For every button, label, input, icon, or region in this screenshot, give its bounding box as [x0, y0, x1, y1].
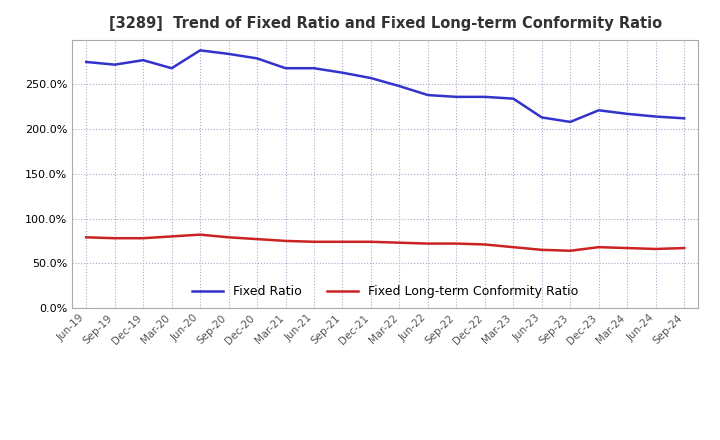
Fixed Long-term Conformity Ratio [82, 235, 91, 240]
Fixed Long-term Conformity Ratio [595, 245, 603, 250]
Fixed Long-term Conformity Ratio [423, 241, 432, 246]
Legend: Fixed Ratio, Fixed Long-term Conformity Ratio: Fixed Ratio, Fixed Long-term Conformity … [186, 279, 585, 304]
Fixed Ratio [537, 115, 546, 120]
Fixed Ratio [225, 51, 233, 57]
Fixed Ratio [623, 111, 631, 117]
Fixed Ratio [82, 59, 91, 65]
Fixed Ratio [652, 114, 660, 119]
Fixed Ratio [196, 48, 204, 53]
Fixed Long-term Conformity Ratio [225, 235, 233, 240]
Fixed Long-term Conformity Ratio [680, 246, 688, 251]
Fixed Ratio [509, 96, 518, 101]
Fixed Ratio [595, 108, 603, 113]
Fixed Ratio [110, 62, 119, 67]
Fixed Long-term Conformity Ratio [623, 246, 631, 251]
Fixed Long-term Conformity Ratio [537, 247, 546, 253]
Fixed Ratio [680, 116, 688, 121]
Fixed Long-term Conformity Ratio [338, 239, 347, 245]
Fixed Long-term Conformity Ratio [480, 242, 489, 247]
Fixed Long-term Conformity Ratio [509, 245, 518, 250]
Fixed Long-term Conformity Ratio [395, 240, 404, 246]
Fixed Long-term Conformity Ratio [282, 238, 290, 244]
Fixed Long-term Conformity Ratio [253, 236, 261, 242]
Fixed Long-term Conformity Ratio [566, 248, 575, 253]
Fixed Long-term Conformity Ratio [366, 239, 375, 245]
Fixed Long-term Conformity Ratio [139, 235, 148, 241]
Fixed Ratio [452, 94, 461, 99]
Fixed Long-term Conformity Ratio [196, 232, 204, 237]
Fixed Ratio [366, 75, 375, 81]
Fixed Ratio [310, 66, 318, 71]
Fixed Long-term Conformity Ratio [652, 246, 660, 252]
Fixed Ratio [282, 66, 290, 71]
Fixed Ratio [253, 56, 261, 61]
Title: [3289]  Trend of Fixed Ratio and Fixed Long-term Conformity Ratio: [3289] Trend of Fixed Ratio and Fixed Lo… [109, 16, 662, 32]
Fixed Ratio [566, 119, 575, 125]
Fixed Ratio [338, 70, 347, 75]
Fixed Long-term Conformity Ratio [110, 235, 119, 241]
Fixed Ratio [423, 92, 432, 98]
Fixed Ratio [139, 58, 148, 63]
Fixed Ratio [395, 84, 404, 89]
Line: Fixed Ratio: Fixed Ratio [86, 50, 684, 122]
Line: Fixed Long-term Conformity Ratio: Fixed Long-term Conformity Ratio [86, 235, 684, 251]
Fixed Long-term Conformity Ratio [452, 241, 461, 246]
Fixed Ratio [480, 94, 489, 99]
Fixed Ratio [167, 66, 176, 71]
Fixed Long-term Conformity Ratio [167, 234, 176, 239]
Fixed Long-term Conformity Ratio [310, 239, 318, 245]
